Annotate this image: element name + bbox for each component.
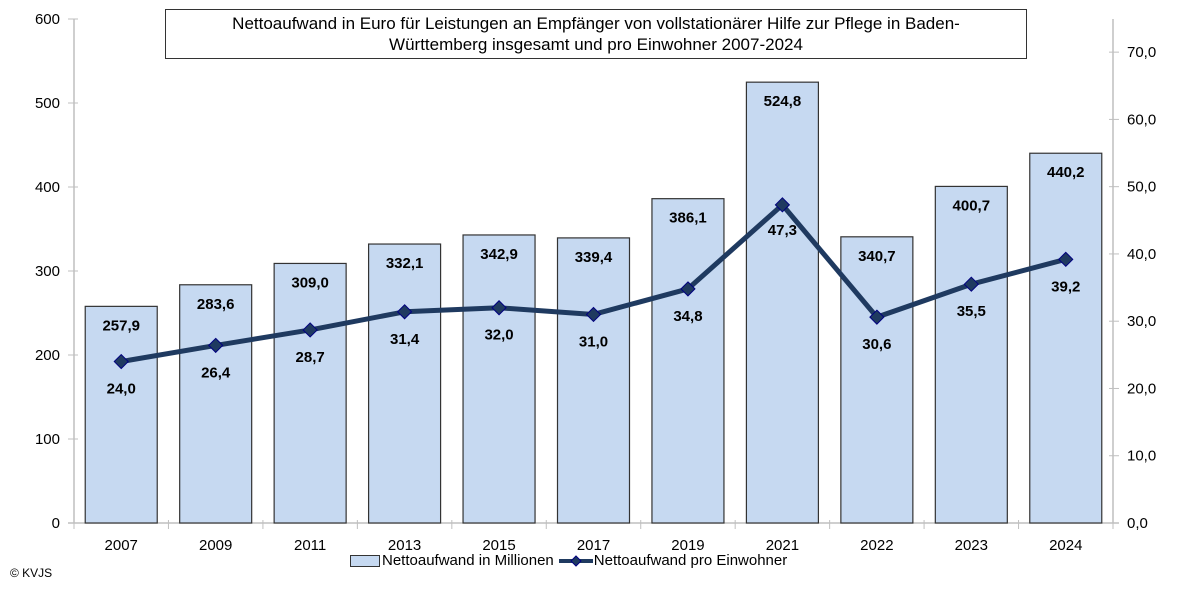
x-tick-label: 2009 bbox=[199, 537, 232, 554]
legend-bar-swatch-icon bbox=[350, 554, 380, 567]
y-left-tick-label: 100 bbox=[35, 431, 60, 448]
y-right-tick-label: 60,0 bbox=[1127, 111, 1156, 128]
x-tick-label: 2011 bbox=[294, 537, 326, 554]
line-value-label: 47,3 bbox=[768, 222, 797, 239]
bar-value-label: 400,7 bbox=[953, 197, 991, 214]
bar bbox=[651, 198, 725, 524]
bar-value-label: 283,6 bbox=[197, 296, 235, 313]
y-right-tick-label: 10,0 bbox=[1127, 448, 1156, 465]
bar bbox=[179, 284, 253, 524]
x-tick-label: 2019 bbox=[671, 537, 704, 554]
bar bbox=[1029, 152, 1103, 524]
y-right-tick-label: 50,0 bbox=[1127, 179, 1156, 196]
line-marker bbox=[680, 281, 696, 297]
y-right-tick-label: 40,0 bbox=[1127, 246, 1156, 263]
line-marker bbox=[113, 353, 129, 370]
line-value-label: 26,4 bbox=[201, 364, 231, 381]
bar-value-label: 332,1 bbox=[386, 255, 424, 272]
line-marker bbox=[1058, 251, 1074, 268]
chart-title-line-1: Nettoaufwand in Euro für Leistungen an E… bbox=[232, 14, 960, 33]
bar-value-label: 440,2 bbox=[1047, 164, 1085, 181]
line-marker bbox=[963, 276, 980, 292]
legend-item-line: Nettoaufwand pro Einwohner bbox=[558, 552, 787, 569]
x-tick-label: 2015 bbox=[482, 537, 515, 554]
bar bbox=[273, 262, 347, 524]
line-marker bbox=[774, 197, 791, 213]
bar-value-label: 340,7 bbox=[858, 248, 896, 265]
line-value-label: 31,4 bbox=[390, 331, 420, 348]
line-value-label: 39,2 bbox=[1051, 278, 1080, 295]
bar bbox=[745, 81, 820, 524]
y-left-tick-label: 400 bbox=[35, 179, 60, 196]
chart-title: Nettoaufwand in Euro für Leistungen an E… bbox=[165, 9, 1027, 59]
y-right-tick-label: 30,0 bbox=[1127, 313, 1156, 330]
line-value-label: 24,0 bbox=[107, 381, 136, 398]
line-marker bbox=[207, 337, 224, 354]
line-marker bbox=[585, 306, 602, 323]
bar bbox=[934, 185, 1008, 524]
line-marker bbox=[396, 304, 413, 320]
x-tick-label: 2021 bbox=[766, 537, 799, 554]
y-left-tick-label: 600 bbox=[35, 11, 60, 28]
line-value-label: 34,8 bbox=[673, 308, 702, 325]
y-left-tick-label: 300 bbox=[35, 263, 60, 280]
legend-item-bars: Nettoaufwand in Millionen bbox=[350, 552, 554, 569]
legend-line-label: Nettoaufwand pro Einwohner bbox=[593, 552, 788, 569]
bar bbox=[84, 305, 158, 524]
x-tick-label: 2013 bbox=[388, 537, 421, 554]
y-right-tick-label: 20,0 bbox=[1127, 380, 1156, 397]
line-marker bbox=[491, 300, 507, 316]
bar-value-label: 339,4 bbox=[575, 249, 613, 266]
x-tick-label: 2023 bbox=[955, 537, 988, 554]
line-marker bbox=[302, 322, 318, 338]
bar-value-label: 386,1 bbox=[669, 210, 707, 227]
line-marker bbox=[869, 309, 885, 325]
x-tick-label: 2024 bbox=[1049, 537, 1082, 554]
line-value-label: 31,0 bbox=[579, 333, 608, 350]
legend-line-diamond-icon bbox=[558, 554, 593, 567]
bar-value-label: 257,9 bbox=[102, 317, 140, 334]
bar bbox=[462, 234, 536, 524]
y-left-tick-label: 200 bbox=[35, 347, 60, 364]
chart-title-line-2: Württemberg insgesamt und pro Einwohner … bbox=[389, 35, 803, 54]
x-tick-label: 2017 bbox=[577, 537, 610, 554]
y-left-tick-label: 500 bbox=[35, 95, 60, 112]
bar bbox=[840, 236, 914, 524]
y-left-tick-label: 0 bbox=[52, 515, 60, 532]
bar-value-label: 524,8 bbox=[764, 93, 802, 110]
x-tick-label: 2022 bbox=[860, 537, 893, 554]
bar-value-label: 309,0 bbox=[291, 274, 329, 291]
legend-bar-label: Nettoaufwand in Millionen bbox=[382, 552, 554, 569]
legend: Nettoaufwand in Millionen Nettoaufwand p… bbox=[350, 552, 791, 569]
y-right-tick-label: 0,0 bbox=[1127, 515, 1148, 532]
bar bbox=[556, 237, 631, 524]
line-value-label: 35,5 bbox=[957, 303, 986, 320]
x-tick-label: 2007 bbox=[105, 537, 138, 554]
line-value-label: 30,6 bbox=[862, 336, 891, 353]
y-right-tick-label: 70,0 bbox=[1127, 44, 1156, 61]
bar-value-label: 342,9 bbox=[480, 246, 518, 263]
line-value-label: 32,0 bbox=[484, 327, 513, 344]
line-value-label: 28,7 bbox=[296, 349, 325, 366]
bar bbox=[367, 243, 442, 524]
copyright: © KVJS bbox=[10, 566, 53, 580]
